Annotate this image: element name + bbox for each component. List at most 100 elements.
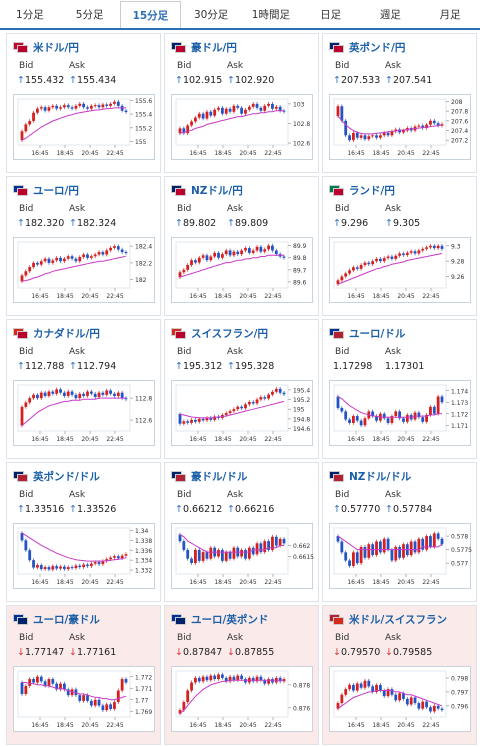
candle-body bbox=[36, 565, 39, 568]
bid-label: Bid bbox=[19, 347, 34, 357]
bid-price: 89.802 bbox=[182, 218, 217, 229]
currency-pair-link[interactable]: ユーロ/ドル bbox=[349, 327, 406, 340]
currency-pair-link[interactable]: スイスフラン/円 bbox=[191, 327, 269, 340]
currency-pair-link[interactable]: 豪ドル/ドル bbox=[191, 470, 248, 483]
rate-card[interactable]: スイスフラン/円 Bid Ask ↑195.312 ↑195.328 195.4 195.2… bbox=[164, 319, 319, 459]
price-chart[interactable]: 0.798 0.797 0.796 16:45 18:45 20:45 22:45 bbox=[329, 666, 471, 732]
y-tick-label: 0.6615 bbox=[293, 554, 314, 561]
rate-card[interactable]: ユーロ/ドル Bid Ask 1.17298 1.17301 1.174 1.173 1.17… bbox=[322, 319, 477, 459]
candle-body bbox=[47, 391, 51, 396]
candle-body bbox=[66, 391, 70, 396]
x-tick-label: 22:45 bbox=[422, 436, 439, 443]
tab-timeframe-0[interactable]: 1分足 bbox=[16, 8, 44, 21]
candle-body bbox=[402, 544, 405, 558]
currency-pair-link[interactable]: ユーロ/円 bbox=[33, 184, 79, 197]
candle-body bbox=[425, 247, 428, 249]
x-tick-label: 22:45 bbox=[106, 436, 123, 443]
candle-body bbox=[194, 549, 197, 564]
candle-body bbox=[232, 105, 236, 112]
rate-card[interactable]: ユーロ/豪ドル Bid Ask ↓1.77147 ↓1.77161 1.772 1.771 1… bbox=[6, 605, 161, 745]
tab-timeframe-3[interactable]: 30分足 bbox=[193, 8, 229, 21]
x-tick-label: 16:45 bbox=[189, 722, 206, 729]
tab-timeframe-6[interactable]: 週足 bbox=[379, 8, 401, 21]
price-chart[interactable]: 112.8 112.6 16:45 18:45 20:45 22:45 bbox=[13, 380, 155, 446]
rate-card[interactable]: カナダドル/円 Bid Ask ↑112.788 ↑112.794 112.8 112.6 1… bbox=[6, 319, 161, 459]
currency-pair-link[interactable]: ユーロ/英ポンド bbox=[191, 613, 269, 626]
x-tick-label: 16:45 bbox=[347, 293, 364, 300]
currency-pair-link[interactable]: 英ポンド/円 bbox=[349, 41, 406, 54]
x-tick-label: 20:45 bbox=[397, 722, 414, 729]
rate-card[interactable]: 米ドル/円 Bid Ask ↑155.432 ↑155.434 155.6 155.4 155… bbox=[6, 33, 161, 173]
price-chart[interactable]: 182.4 182.2 182 16:45 18:45 20:45 22:45 bbox=[13, 237, 155, 303]
currency-pair-link[interactable]: ランド/円 bbox=[349, 184, 395, 197]
price-chart[interactable]: 0.878 0.876 16:45 18:45 20:45 22:45 bbox=[171, 666, 313, 732]
moving-average-line bbox=[337, 690, 443, 710]
ask-price: 0.66216 bbox=[234, 504, 275, 515]
candle-body bbox=[55, 389, 59, 394]
candle-body bbox=[93, 699, 97, 706]
tab-timeframe-4[interactable]: 1時間足 bbox=[251, 8, 290, 21]
tab-timeframe-2[interactable]: 15分足 bbox=[119, 1, 182, 28]
candle-body bbox=[255, 246, 259, 251]
price-chart[interactable]: 155.6 155.4 155.2 155 16:45 18:45 20:45 22:45 bbox=[13, 94, 155, 160]
candle-body bbox=[352, 416, 355, 423]
price-chart[interactable]: 195.4 195.2 195 194.8 194.6 16:45 18:45 20:45 22… bbox=[171, 380, 313, 446]
price-chart[interactable]: 0.578 0.5775 0.577 16:45 18:45 20:45 22:45 bbox=[329, 523, 472, 589]
arrow-up-icon: ↑ bbox=[17, 361, 25, 372]
currency-flag-icon bbox=[171, 185, 186, 196]
candle-body bbox=[220, 107, 224, 114]
tab-timeframe-5[interactable]: 日足 bbox=[320, 8, 342, 21]
currency-flag-icon bbox=[329, 185, 344, 196]
price-chart[interactable]: 1.174 1.173 1.172 1.171 16:45 18:45 20:45 22:45 bbox=[329, 380, 471, 446]
price-chart[interactable]: 89.9 89.8 89.7 89.6 16:45 18:45 20:45 22:45 bbox=[171, 237, 313, 303]
price-chart[interactable]: 103 102.8 102.6 16:45 18:45 20:45 22:45 bbox=[171, 94, 313, 160]
candle-body bbox=[402, 693, 405, 699]
rate-card[interactable]: NZドル/ドル Bid Ask ↑0.57770 ↑0.57784 0.578 0.5775… bbox=[322, 462, 477, 602]
ask-price: 112.794 bbox=[76, 361, 117, 372]
candle-body bbox=[386, 689, 390, 697]
ask-value: ↑9.305 bbox=[385, 218, 420, 229]
rate-card[interactable]: 米ドル/スイスフラン Bid Ask ↓0.79570 ↓0.79585 0.798 0.7… bbox=[322, 605, 477, 745]
bid-label: Bid bbox=[177, 490, 192, 500]
card-header: ユーロ/英ポンド bbox=[171, 612, 268, 626]
ask-price: 1.17301 bbox=[385, 361, 425, 372]
candle-body bbox=[240, 250, 244, 255]
candle-body bbox=[62, 258, 66, 262]
candle-body bbox=[251, 547, 255, 555]
price-chart[interactable]: 1.772 1.771 1.77 1.769 16:45 18:45 20:45 22:45 bbox=[13, 666, 155, 732]
rate-card[interactable]: 豪ドル/ドル Bid Ask ↑0.66212 ↑0.66216 0.662 0.6615 1… bbox=[164, 462, 319, 602]
price-chart[interactable]: 0.662 0.6615 16:45 18:45 20:45 22:45 bbox=[171, 523, 314, 589]
candle-body bbox=[39, 107, 43, 109]
currency-pair-link[interactable]: 米ドル/スイスフラン bbox=[349, 613, 448, 626]
currency-pair-link[interactable]: ユーロ/豪ドル bbox=[33, 613, 100, 626]
candle-body bbox=[421, 417, 425, 422]
rate-card[interactable]: 英ポンド/円 Bid Ask ↑207.533 ↑207.541 208 207.8 207.… bbox=[322, 33, 477, 173]
quote-flag-icon bbox=[175, 474, 186, 482]
rate-card[interactable]: ランド/円 Bid Ask ↑9.296 ↑9.305 9.3 9.28 9.26 16:45 1… bbox=[322, 176, 477, 316]
rate-card[interactable]: NZドル/円 Bid Ask ↑89.802 ↑89.809 89.9 89.8 89.7 89… bbox=[164, 176, 319, 316]
currency-pair-link[interactable]: 豪ドル/円 bbox=[191, 41, 237, 54]
rate-card[interactable]: 英ポンド/ドル Bid Ask ↑1.33516 ↑1.33526 1.34 1.338 1.… bbox=[6, 462, 161, 602]
tab-timeframe-1[interactable]: 5分足 bbox=[75, 8, 104, 21]
currency-pair-link[interactable]: 米ドル/円 bbox=[33, 41, 79, 54]
tab-timeframe-7[interactable]: 月足 bbox=[439, 8, 461, 21]
currency-pair-link[interactable]: NZドル/ドル bbox=[349, 470, 412, 483]
candle-body bbox=[39, 392, 43, 399]
price-chart[interactable]: 9.3 9.28 9.26 16:45 18:45 20:45 22:45 bbox=[329, 237, 471, 303]
quote-flag-icon bbox=[17, 474, 28, 482]
price-chart[interactable]: 208 207.8 207.6 207.4 207.2 16:45 18:45 20:45 22… bbox=[329, 94, 471, 160]
candle-body bbox=[247, 547, 251, 559]
rate-card[interactable]: 豪ドル/円 Bid Ask ↑102.915 ↑102.920 103 102.8 102.6… bbox=[164, 33, 319, 173]
price-chart[interactable]: 1.34 1.338 1.336 1.334 1.332 16:45 18:45 20:45 2… bbox=[13, 523, 155, 589]
currency-pair-link[interactable]: NZドル/円 bbox=[191, 184, 243, 197]
candle-body bbox=[209, 111, 213, 116]
currency-flag-icon bbox=[13, 471, 28, 482]
candle-body bbox=[436, 533, 440, 539]
currency-pair-link[interactable]: 英ポンド/ドル bbox=[33, 470, 100, 483]
candle-body bbox=[89, 105, 93, 109]
rate-card[interactable]: ユーロ/英ポンド Bid Ask ↓0.87847 ↓0.87855 0.878 0.876… bbox=[164, 605, 319, 745]
candle-body bbox=[116, 690, 120, 703]
bid-label: Bid bbox=[19, 633, 34, 643]
currency-pair-link[interactable]: カナダドル/円 bbox=[33, 327, 100, 340]
rate-card[interactable]: ユーロ/円 Bid Ask ↑182.320 ↑182.324 182.4 182.2 182… bbox=[6, 176, 161, 316]
